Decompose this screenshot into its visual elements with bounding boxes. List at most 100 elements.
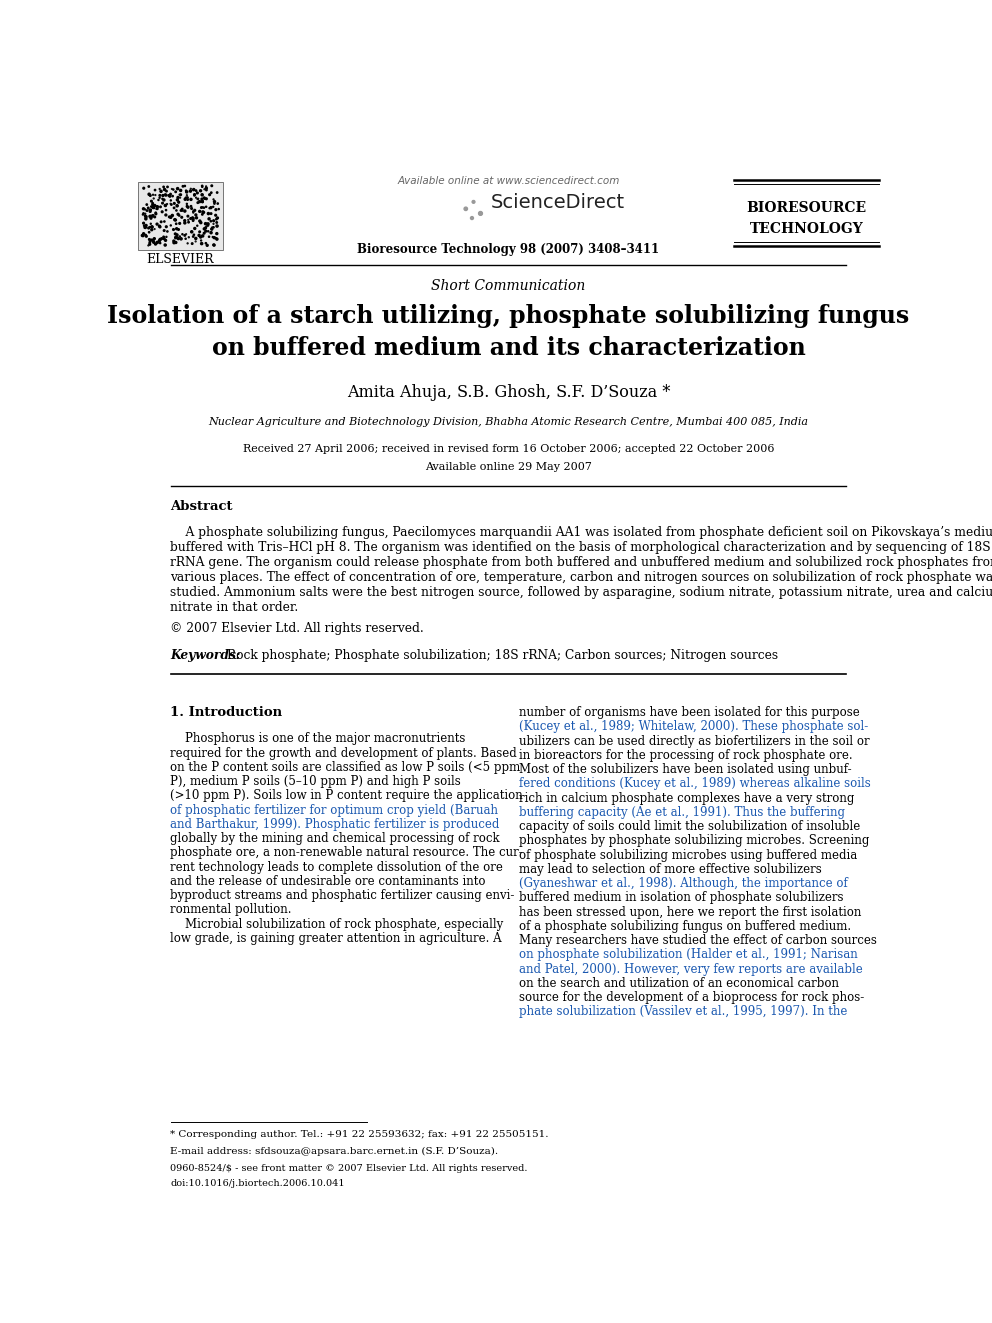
Point <box>164 179 180 200</box>
Point <box>209 229 225 250</box>
Point <box>136 198 152 220</box>
Point <box>189 189 205 210</box>
Point <box>142 217 158 238</box>
Point <box>193 188 209 209</box>
Point <box>199 234 215 255</box>
Point <box>187 230 203 251</box>
Point <box>185 206 200 228</box>
Point <box>142 232 158 253</box>
Point <box>136 216 152 237</box>
Point <box>145 197 161 218</box>
Point <box>175 176 190 197</box>
Point <box>187 228 203 249</box>
Text: rent technology leads to complete dissolution of the ore: rent technology leads to complete dissol… <box>171 861 503 873</box>
Point <box>152 185 168 206</box>
Text: A phosphate solubilizing fungus, Paecilomyces marquandii AA1 was isolated from p: A phosphate solubilizing fungus, Paecilo… <box>171 527 992 538</box>
Point <box>160 176 176 197</box>
Point <box>136 213 152 234</box>
Text: ubilizers can be used directly as biofertilizers in the soil or: ubilizers can be used directly as biofer… <box>519 734 870 747</box>
Circle shape <box>478 212 482 216</box>
Point <box>189 216 205 237</box>
Point <box>198 180 214 201</box>
Point <box>178 228 193 249</box>
Point <box>140 197 156 218</box>
Text: phosphate ore, a non-renewable natural resource. The cur-: phosphate ore, a non-renewable natural r… <box>171 847 523 860</box>
Point <box>136 177 152 198</box>
Point <box>156 220 172 241</box>
Text: © 2007 Elsevier Ltd. All rights reserved.: © 2007 Elsevier Ltd. All rights reserved… <box>171 622 425 635</box>
Point <box>188 187 204 208</box>
Point <box>183 189 198 210</box>
Point <box>171 192 186 213</box>
Point <box>197 188 213 209</box>
Point <box>144 220 160 241</box>
Point <box>157 210 173 232</box>
Text: and Patel, 2000). However, very few reports are available: and Patel, 2000). However, very few repo… <box>519 963 863 975</box>
Point <box>168 209 184 230</box>
Point <box>196 222 212 243</box>
Point <box>198 217 214 238</box>
Point <box>184 196 199 217</box>
Point <box>173 184 188 205</box>
Text: doi:10.1016/j.biortech.2006.10.041: doi:10.1016/j.biortech.2006.10.041 <box>171 1179 345 1188</box>
Point <box>194 204 210 225</box>
Point <box>138 225 154 246</box>
Point <box>205 189 221 210</box>
Point <box>196 218 212 239</box>
Point <box>208 198 224 220</box>
Point <box>144 191 160 212</box>
Point <box>142 201 158 222</box>
Point <box>193 197 209 218</box>
Point <box>141 229 157 250</box>
Text: and the release of undesirable ore contaminants into: and the release of undesirable ore conta… <box>171 875 486 888</box>
Point <box>171 228 186 249</box>
Point <box>144 196 160 217</box>
Point <box>163 206 179 228</box>
Point <box>181 209 196 230</box>
Text: fered conditions (Kucey et al., 1989) whereas alkaline soils: fered conditions (Kucey et al., 1989) wh… <box>519 778 871 790</box>
Circle shape <box>464 208 467 210</box>
Point <box>158 184 174 205</box>
Point <box>173 187 188 208</box>
Text: rRNA gene. The organism could release phosphate from both buffered and unbuffere: rRNA gene. The organism could release ph… <box>171 556 992 569</box>
Point <box>186 184 202 205</box>
Text: and Barthakur, 1999). Phosphatic fertilizer is produced: and Barthakur, 1999). Phosphatic fertili… <box>171 818 500 831</box>
Text: ELSEVIER: ELSEVIER <box>147 254 214 266</box>
Point <box>206 191 222 212</box>
Point <box>174 206 189 228</box>
Point <box>170 189 186 210</box>
Point <box>148 184 164 205</box>
Point <box>203 202 219 224</box>
Point <box>188 180 204 201</box>
Point <box>148 233 164 254</box>
Point <box>203 222 219 243</box>
Point <box>192 180 208 201</box>
Point <box>177 210 192 232</box>
Point <box>147 228 163 249</box>
Point <box>137 217 153 238</box>
Point <box>198 233 214 254</box>
Point <box>193 230 209 251</box>
Text: low grade, is gaining greater attention in agriculture. A: low grade, is gaining greater attention … <box>171 931 502 945</box>
Point <box>159 216 175 237</box>
Point <box>145 229 161 250</box>
Text: source for the development of a bioprocess for rock phos-: source for the development of a bioproce… <box>519 991 864 1004</box>
Point <box>142 206 158 228</box>
Point <box>161 185 177 206</box>
Point <box>206 193 222 214</box>
Point <box>175 224 190 245</box>
Point <box>154 228 170 249</box>
Point <box>142 234 158 255</box>
Point <box>169 213 185 234</box>
Point <box>153 196 169 217</box>
Point <box>179 180 194 201</box>
Point <box>159 193 175 214</box>
Point <box>170 179 186 200</box>
Point <box>177 176 192 197</box>
Text: byproduct streams and phosphatic fertilizer causing envi-: byproduct streams and phosphatic fertili… <box>171 889 515 902</box>
Point <box>136 224 152 245</box>
Point <box>162 185 178 206</box>
Text: of phosphate solubilizing microbes using buffered media: of phosphate solubilizing microbes using… <box>519 848 857 861</box>
Point <box>146 197 162 218</box>
Point <box>143 200 159 221</box>
